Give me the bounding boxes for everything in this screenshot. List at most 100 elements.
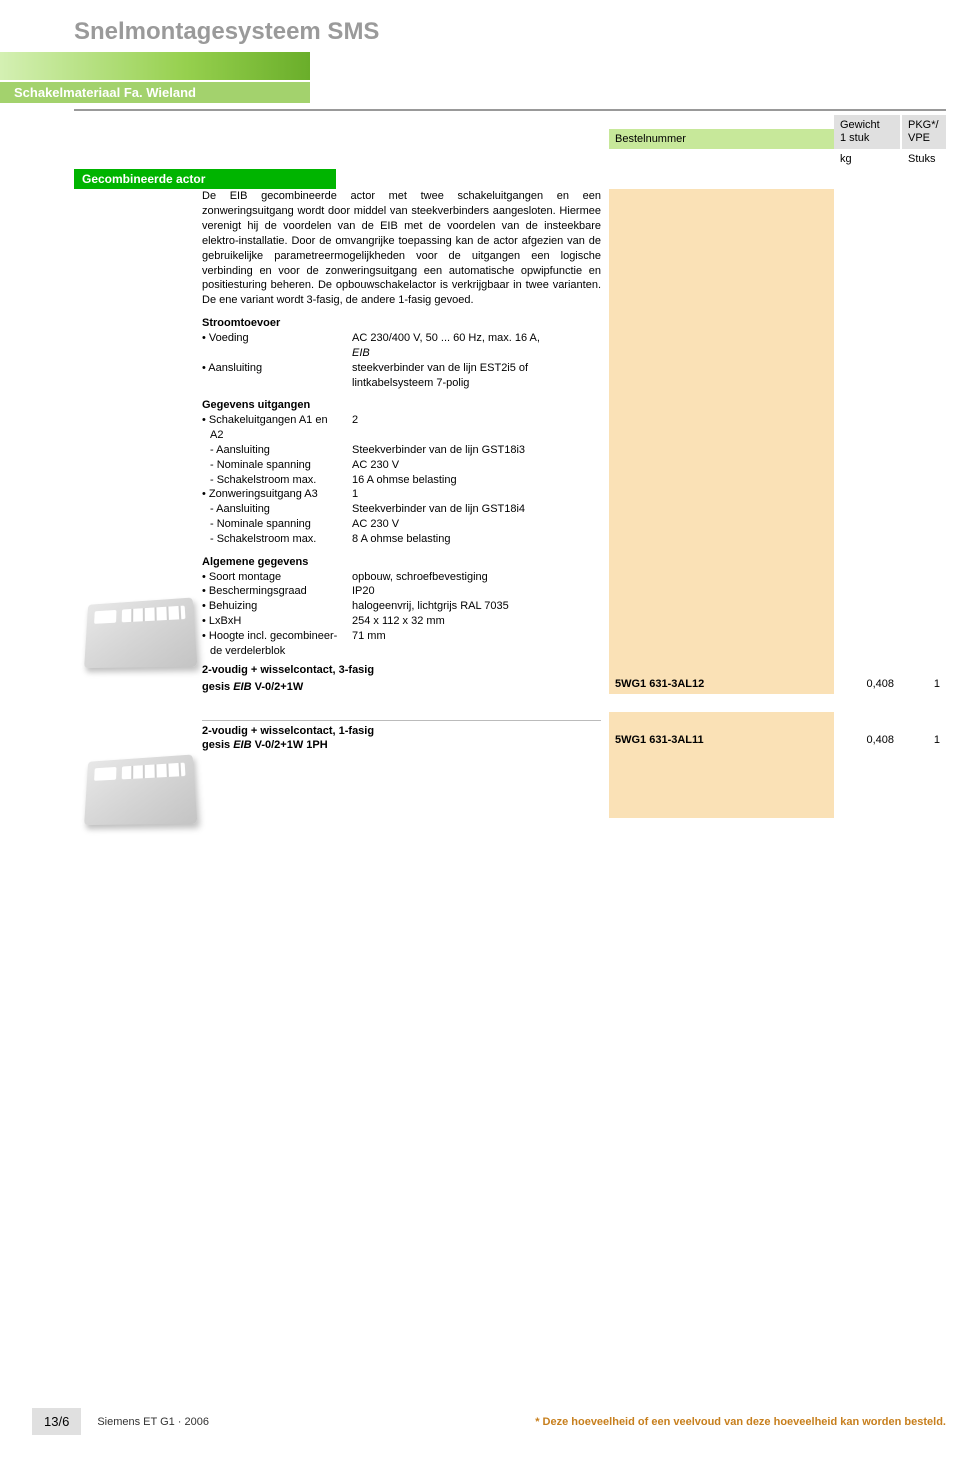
spec-row: • Zonweringsuitgang A3 1 [202, 487, 601, 502]
spec-label: - Aansluiting [202, 502, 352, 517]
spec-label: • Beschermingsgraad [202, 584, 352, 599]
label: Gewicht [840, 119, 880, 131]
product-block: De EIB gecombineerde actor met twee scha… [74, 189, 946, 694]
footer-publication: Siemens ET G1 · 2006 [97, 1416, 209, 1428]
label: 1 stuk [840, 132, 869, 144]
spec-row: • LxBxH 254 x 112 x 32 mm [202, 614, 601, 629]
spec-val: Steekverbinder van de lijn GST18i4 [352, 502, 601, 517]
product-name: gesis EIB V-0/2+1W [202, 680, 601, 695]
spec-label: - Schakelstroom max. [202, 473, 352, 488]
product-block-2: 2-voudig + wisselcontact, 1-fasig gesis … [74, 712, 946, 827]
label: PKG*/ [908, 119, 939, 131]
footer: 13/6 Siemens ET G1 · 2006 * Deze hoeveel… [0, 1408, 960, 1435]
spec-row: - Schakelstroom max. 8 A ohmse belasting [202, 532, 601, 547]
text: EIB [233, 739, 251, 751]
spec-val: IP20 [352, 584, 601, 599]
bestelnummer-cell [609, 750, 834, 818]
heading-stroom: Stroomtoevoer [202, 316, 601, 331]
text: AC 230/400 V, 50 ... 60 Hz, max. 16 A, [352, 332, 540, 344]
page-title: Snelmontagesysteem SMS [0, 0, 960, 52]
spec-label: • Hoogte incl. gecombineer- de verdelerb… [202, 629, 352, 659]
bestelnummer-cell [609, 189, 834, 674]
product-text: De EIB gecombineerde actor met twee scha… [202, 189, 609, 694]
text: gesis [202, 739, 233, 751]
text: lintkabelsysteem 7-polig [352, 377, 469, 389]
right-column: 5WG1 631-3AL12 0,408 1 [609, 189, 946, 694]
spec-label: • Aansluiting [202, 361, 352, 391]
text: EIB [233, 681, 251, 693]
spec-row: - Nominale spanning AC 230 V [202, 517, 601, 532]
spec-label: • Soort montage [202, 570, 352, 585]
content: Bestelnummer Gewicht 1 stuk PKG*/ VPE kg… [0, 115, 960, 827]
intro-text: De EIB gecombineerde actor met twee scha… [202, 189, 601, 308]
product-image-col [74, 712, 202, 827]
divider [202, 720, 601, 721]
spec-label: • Behuizing [202, 599, 352, 614]
spec-val: 71 mm [352, 629, 601, 659]
spec-val: halogeenvrij, lichtgrijs RAL 7035 [352, 599, 601, 614]
col-header-bestelnummer: Bestelnummer [609, 129, 834, 149]
text: EIB [352, 347, 370, 359]
variant-heading: 2-voudig + wisselcontact, 3-fasig [202, 663, 601, 678]
spec-val: 16 A ohmse belasting [352, 473, 601, 488]
spec-val: AC 230 V [352, 458, 601, 473]
spec-row: - Aansluiting Steekverbinder van de lijn… [202, 443, 601, 458]
text: de verdelerblok [202, 645, 285, 657]
product-image-col [74, 189, 202, 694]
spec-val: opbouw, schroefbevestiging [352, 570, 601, 585]
spec-label: • Schakeluitgangen A1 en A2 [202, 413, 352, 443]
col-header-pkg: PKG*/ VPE [902, 115, 946, 149]
spec-val: 254 x 112 x 32 mm [352, 614, 601, 629]
pkg-value: 1 [902, 674, 946, 694]
spec-label: - Nominale spanning [202, 458, 352, 473]
divider [74, 109, 946, 111]
text: gesis [202, 681, 233, 693]
product-name: gesis EIB V-0/2+1W 1PH [202, 739, 601, 751]
spec-label: • LxBxH [202, 614, 352, 629]
unit-kg: kg [834, 151, 900, 167]
spec-label: - Aansluiting [202, 443, 352, 458]
spec-val: 2 [352, 413, 601, 443]
right-column: 5WG1 631-3AL11 0,408 1 [609, 712, 946, 827]
product-image [84, 598, 197, 669]
spec-label: • Zonweringsuitgang A3 [202, 487, 352, 502]
section-band: Gecombineerde actor [74, 169, 336, 189]
text: V-0/2+1W [252, 681, 304, 693]
table-unit-row: kg Stuks [74, 151, 946, 167]
spec-label: - Schakelstroom max. [202, 532, 352, 547]
spec-val: 1 [352, 487, 601, 502]
pkg-value: 1 [902, 730, 946, 750]
tab-bar [0, 52, 310, 80]
product-image [84, 755, 197, 826]
gewicht-value: 0,408 [834, 674, 900, 694]
spec-row: • Behuizing halogeenvrij, lichtgrijs RAL… [202, 599, 601, 614]
spec-row: • Hoogte incl. gecombineer- de verdelerb… [202, 629, 601, 659]
spec-val: Steekverbinder van de lijn GST18i3 [352, 443, 601, 458]
gewicht-value: 0,408 [834, 730, 900, 750]
spec-val: steekverbinder van de lijn EST2i5 of lin… [352, 361, 601, 391]
footer-page: 13/6 [32, 1408, 81, 1435]
col-header-gewicht: Gewicht 1 stuk [834, 115, 900, 149]
product-text: 2-voudig + wisselcontact, 1-fasig gesis … [202, 712, 609, 827]
spec-row: • Beschermingsgraad IP20 [202, 584, 601, 599]
text: steekverbinder van de lijn EST2i5 of [352, 362, 528, 374]
heading-uitgangen: Gegevens uitgangen [202, 398, 601, 413]
heading-algemeen: Algemene gegevens [202, 555, 601, 570]
spec-row: - Nominale spanning AC 230 V [202, 458, 601, 473]
unit-stuks: Stuks [902, 151, 946, 167]
variant-heading: 2-voudig + wisselcontact, 1-fasig [202, 725, 601, 737]
spec-label: - Nominale spanning [202, 517, 352, 532]
spec-row: • Soort montage opbouw, schroefbevestigi… [202, 570, 601, 585]
spec-row: - Schakelstroom max. 16 A ohmse belastin… [202, 473, 601, 488]
text: • Hoogte incl. gecombineer- [202, 630, 337, 642]
text: A2 [202, 429, 223, 441]
bestelnummer-value: 5WG1 631-3AL12 [609, 674, 834, 694]
sub-section-title: Schakelmateriaal Fa. Wieland [0, 82, 310, 103]
spec-val: 8 A ohmse belasting [352, 532, 601, 547]
spec-row: • Schakeluitgangen A1 en A2 2 [202, 413, 601, 443]
spec-row: • Voeding AC 230/400 V, 50 ... 60 Hz, ma… [202, 331, 601, 361]
bestelnummer-value: 5WG1 631-3AL11 [609, 730, 834, 750]
text: • Schakeluitgangen A1 en [202, 414, 328, 426]
spec-val: AC 230/400 V, 50 ... 60 Hz, max. 16 A, E… [352, 331, 601, 361]
text: V-0/2+1W 1PH [252, 739, 328, 751]
